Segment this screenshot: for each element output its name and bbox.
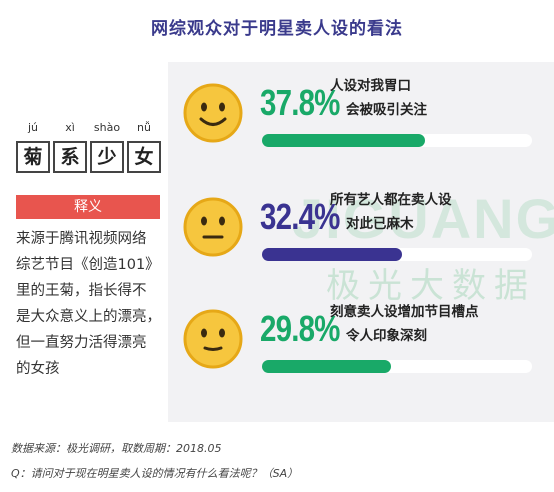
survey-question: Q：请问对于现在明星卖人设的情况有什么看法呢？（SA） xyxy=(11,467,299,480)
bar xyxy=(262,360,391,373)
term-char-3: 少 xyxy=(90,141,124,173)
definition-line: 的女孩 xyxy=(16,361,60,377)
pinyin-1: jú xyxy=(27,121,39,134)
value-label: 32.4% xyxy=(260,196,340,237)
bar xyxy=(262,134,425,147)
term-char-2: 系 xyxy=(53,141,87,173)
definition-line: 里的王菊，指长得不 xyxy=(16,283,147,299)
definition-header: 释义 xyxy=(16,195,160,219)
value-label: 37.8% xyxy=(260,82,340,123)
definition-line: 但一直努力活得漂亮 xyxy=(16,335,147,351)
definition-line: 是大众意义上的漂亮， xyxy=(16,309,161,325)
category-label: 令人印象深刻 xyxy=(346,328,427,344)
bar-track xyxy=(262,134,532,147)
definition-body: 来源于腾讯视频网络 综艺节目《创造101》 里的王菊，指长得不 是大众意义上的漂… xyxy=(16,226,170,382)
term-char-4: 女 xyxy=(127,141,161,173)
category-label: 人设对我胃口 xyxy=(330,78,411,94)
category-label: 会被吸引关注 xyxy=(346,102,427,118)
bar xyxy=(262,248,402,261)
definition-line: 综艺节目《创造101》 xyxy=(16,257,160,273)
pinyin-2: xì xyxy=(65,121,75,134)
bar-track xyxy=(262,360,532,373)
data-source: 数据来源：极光调研，取数周期：2018.05 xyxy=(11,442,222,455)
pinyin-3: shào xyxy=(93,121,121,134)
term-char-1: 菊 xyxy=(16,141,50,173)
category-label: 所有艺人都在卖人设 xyxy=(330,192,452,208)
definition-line: 来源于腾讯视频网络 xyxy=(16,231,147,247)
category-label: 刻意卖人设增加节目槽点 xyxy=(330,304,479,320)
value-label: 29.8% xyxy=(260,308,340,349)
flat-mouth-face-icon xyxy=(183,309,243,369)
chart-title: 网综观众对于明星卖人设的看法 xyxy=(151,19,403,39)
neutral-face-icon xyxy=(183,197,243,257)
watermark-latin: JIGUANG xyxy=(292,187,554,250)
bar-track xyxy=(262,248,532,261)
category-label: 对此已麻木 xyxy=(346,216,414,232)
watermark-chinese: 极光大数据 xyxy=(326,266,536,306)
pinyin-4: nǚ xyxy=(137,121,151,134)
smile-face-icon xyxy=(183,83,243,143)
